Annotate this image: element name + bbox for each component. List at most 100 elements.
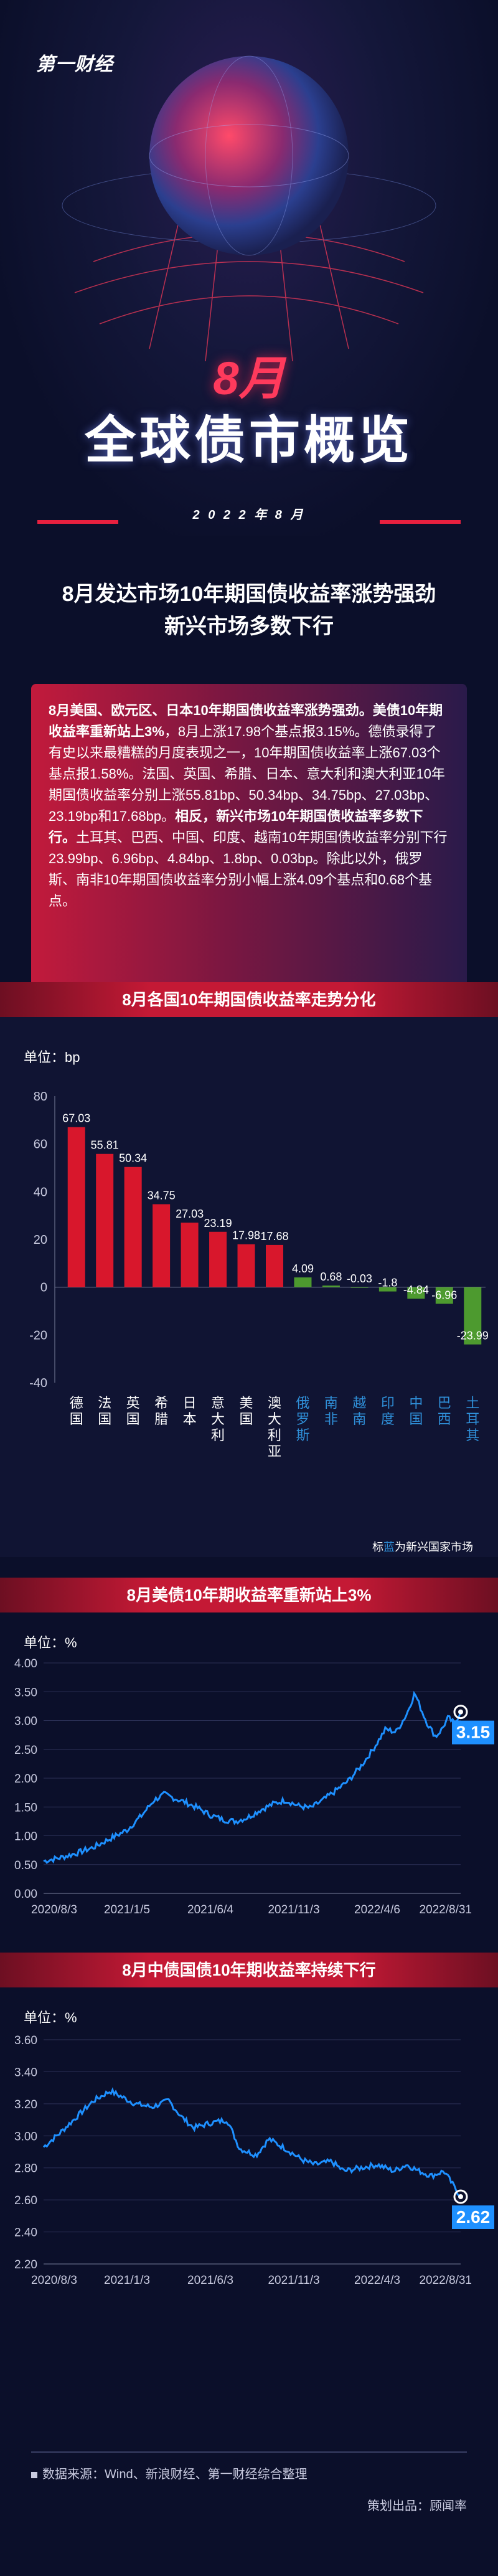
y-tick-label: 2.00 [14,1773,37,1786]
bar-12 [407,1287,425,1299]
x-tick-label: 2022/8/31 [419,2274,472,2287]
category-label: 希 [154,1395,168,1411]
y-tick-label: 1.00 [14,1830,37,1844]
bar-8 [294,1277,312,1287]
bar-11 [378,1287,397,1292]
value-label: -1.8 [378,1277,397,1289]
x-tick-label: 2022/8/31 [419,1903,472,1916]
category-label: 本 [183,1411,197,1427]
category-label: 国 [409,1411,423,1427]
y-tick-label: 20 [34,1233,47,1247]
last-value-label: 3.15 [456,1723,491,1742]
bar-2 [124,1167,142,1287]
globe-icon [149,56,349,255]
category-label: 国 [240,1411,253,1427]
last-point-dot [458,2194,463,2199]
x-tick-label: 2021/6/3 [187,2274,233,2287]
y-tick-label: -40 [29,1376,47,1390]
last-point-dot [458,1709,463,1715]
note-text: 标 [372,1541,383,1553]
y-tick-label: 40 [34,1185,47,1199]
category-label: 英 [126,1395,140,1411]
source-text: 数据来源：Wind、新浪财经、第一财经综合整理 [42,2468,308,2481]
category-label: 斯 [296,1428,309,1443]
last-point-marker [453,1705,468,1720]
category-label: 法 [98,1395,111,1411]
divider [37,520,118,524]
bar-chart: 80 60 40 20 0 -20 -40 67.03 德国 55.81 法国 50.34 英国 34.7… [29,1090,489,1459]
y-tick-label: 2.60 [14,2194,37,2207]
unit-label: 单位：% [24,2010,77,2025]
bar-5 [209,1231,227,1287]
y-tick-label: 3.50 [14,1686,37,1699]
section-header: 8月美债10年期收益率重新站上3% [0,1578,498,1612]
value-label: 27.03 [176,1208,204,1220]
value-label: 4.09 [292,1262,314,1275]
y-tick-label: 0.50 [14,1859,37,1872]
category-label: 腊 [154,1411,168,1427]
category-label: 国 [70,1411,83,1427]
bullet-icon [31,2472,37,2478]
unit-label: 单位：bp [24,1049,80,1065]
value-label: 23.19 [204,1217,232,1229]
summary-text: 土耳其、巴西、中国、印度、越南10年期国债收益率分别下行23.99bp、6.96… [49,830,448,909]
series-line [43,1690,462,1864]
y-tick-label: 3.00 [14,1715,37,1728]
summary-text: ，8月上涨17.98个基点报3.15%。德债录得了有史以来最糟糕的月度表现之一，… [49,724,445,824]
last-value-box [452,2205,494,2229]
last-point-marker [453,2189,468,2204]
value-label: 55.81 [91,1139,119,1152]
category-label: 利 [268,1428,281,1443]
value-label: 17.68 [260,1230,288,1243]
footer: 数据来源：Wind、新浪财经、第一财经综合整理 策划出品：顾闻率 [31,2451,467,2514]
bar-3 [153,1204,171,1287]
category-label: 巴 [438,1395,451,1411]
summary-box: 8月美国、欧元区、日本10年期国债收益率涨势强劲。美债10年期收益率重新站上3%… [31,684,467,987]
bar-6 [237,1244,255,1287]
category-label: 俄 [296,1395,309,1411]
globe-illustration [62,55,436,362]
summary-bold: 8月美国、欧元区、日本10年期国债收益率涨势强劲。美债10年期收益率重新站上3% [49,703,443,739]
category-label: 大 [268,1411,281,1427]
bar-10 [350,1287,369,1288]
x-tick-label: 2021/11/3 [268,1903,319,1916]
value-label: -4.84 [403,1284,429,1296]
value-label: 17.98 [232,1229,260,1242]
x-tick-label: 2021/1/3 [104,2274,150,2287]
y-tick-label: 3.20 [14,2098,37,2111]
headline-line: 新兴市场多数下行 [164,615,334,638]
bar-1 [96,1153,114,1287]
x-tick-label: 2020/8/3 [31,1903,77,1916]
value-label: -23.99 [457,1330,489,1342]
y-tick-label: 60 [34,1138,47,1152]
y-tick-label: 3.40 [14,2066,37,2079]
y-tick-label: 2.80 [14,2162,37,2176]
section-header: 8月各国10年期国债收益率走势分化 [0,982,498,1017]
y-tick-label: 0.00 [14,1888,37,1901]
last-value-label: 2.62 [456,2207,491,2227]
category-label: 国 [126,1411,140,1427]
value-label: -6.96 [431,1289,457,1301]
value-label: 0.68 [320,1271,342,1283]
category-label: 中 [409,1395,423,1411]
value-label: 34.75 [148,1189,176,1201]
category-label: 越 [352,1395,366,1411]
data-source: 数据来源：Wind、新浪财经、第一财经综合整理 [31,2464,467,2482]
value-label: -0.03 [347,1272,372,1285]
category-label: 西 [438,1411,451,1427]
series-line [42,2087,461,2198]
note-text: 为新兴国家市场 [395,1541,473,1553]
note-highlight: 蓝 [383,1541,395,1553]
legend-note: 标蓝为新兴国家市场 [0,1538,473,1555]
x-tick-label: 2021/6/4 [187,1903,233,1916]
headline-line: 8月发达市场10年期国债收益率涨势强劲 [62,582,436,606]
category-label: 日 [183,1395,197,1411]
category-label: 南 [352,1411,366,1427]
headline: 8月发达市场10年期国债收益率涨势强劲 新兴市场多数下行 [0,578,498,643]
x-tick-label: 2021/11/3 [268,2274,319,2287]
section-header: 8月中债国债10年期收益率持续下行 [0,1953,498,1987]
y-tick-label: 1.50 [14,1801,37,1814]
category-label: 美 [240,1395,253,1411]
category-label: 利 [211,1428,225,1443]
category-label: 非 [324,1411,338,1427]
